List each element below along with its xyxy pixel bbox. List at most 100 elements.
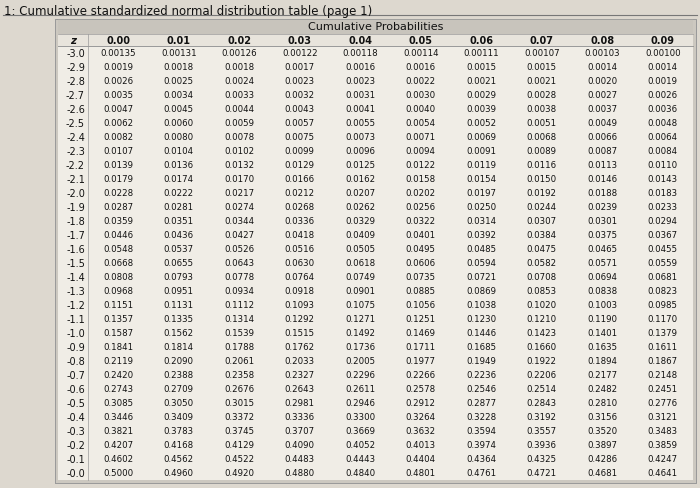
Text: 0.0375: 0.0375: [587, 231, 617, 240]
Text: 0.0015: 0.0015: [466, 63, 496, 72]
Text: 0.0594: 0.0594: [466, 259, 496, 268]
Text: 0.0808: 0.0808: [103, 273, 133, 282]
Text: 0.01: 0.01: [167, 36, 190, 46]
Text: 0.1151: 0.1151: [103, 301, 133, 310]
Text: 0.0367: 0.0367: [648, 231, 678, 240]
Text: 0.00126: 0.00126: [221, 49, 257, 59]
Text: 0.1003: 0.1003: [587, 301, 617, 310]
Text: 0.0037: 0.0037: [587, 105, 617, 114]
Text: 0.0073: 0.0073: [345, 133, 375, 142]
Text: 0.0091: 0.0091: [466, 147, 496, 156]
Text: 0.3594: 0.3594: [466, 427, 496, 436]
Text: 0.0329: 0.0329: [345, 217, 375, 226]
Text: 0.0721: 0.0721: [466, 273, 496, 282]
Text: 0.0017: 0.0017: [285, 63, 315, 72]
Text: 0.0537: 0.0537: [164, 245, 194, 254]
Text: 0.0228: 0.0228: [103, 189, 133, 198]
Text: 0.2546: 0.2546: [466, 385, 496, 394]
Text: 0.0055: 0.0055: [345, 119, 375, 128]
Text: 0.05: 0.05: [409, 36, 433, 46]
Text: 0.0197: 0.0197: [466, 189, 496, 198]
Text: 0.0038: 0.0038: [526, 105, 556, 114]
Text: 0.06: 0.06: [469, 36, 493, 46]
Text: 0.1423: 0.1423: [526, 329, 556, 338]
Text: 0.3669: 0.3669: [345, 427, 375, 436]
Text: 0.0418: 0.0418: [285, 231, 315, 240]
Text: 0.4880: 0.4880: [285, 468, 315, 478]
Text: 0.2877: 0.2877: [466, 399, 496, 407]
Text: 0.0344: 0.0344: [224, 217, 254, 226]
Text: 0.0359: 0.0359: [104, 217, 133, 226]
Text: 0.0019: 0.0019: [648, 77, 678, 86]
Text: 0.2119: 0.2119: [104, 357, 133, 366]
Bar: [58, 20, 693, 35]
Text: 0.0158: 0.0158: [406, 175, 436, 184]
Text: 0.2358: 0.2358: [224, 371, 254, 380]
Text: 0.2611: 0.2611: [345, 385, 375, 394]
Text: 0.4325: 0.4325: [526, 454, 556, 464]
Text: 0.1292: 0.1292: [285, 315, 315, 324]
Text: -2.7: -2.7: [66, 91, 85, 101]
Text: 0.0233: 0.0233: [648, 203, 678, 212]
Text: 0.2420: 0.2420: [103, 371, 133, 380]
Text: 0.0034: 0.0034: [164, 91, 194, 101]
Text: 0.0188: 0.0188: [587, 189, 617, 198]
Text: 0.3050: 0.3050: [164, 399, 194, 407]
Text: 0.2090: 0.2090: [164, 357, 194, 366]
Text: 0.4641: 0.4641: [648, 468, 678, 478]
Text: 0.2946: 0.2946: [345, 399, 375, 407]
Text: 0.0060: 0.0060: [164, 119, 194, 128]
Text: -0.8: -0.8: [66, 356, 85, 366]
Text: 0.0150: 0.0150: [526, 175, 556, 184]
Bar: [58, 47, 693, 480]
Text: 0.0029: 0.0029: [466, 91, 496, 101]
Text: 0.00107: 0.00107: [524, 49, 559, 59]
Text: 0.3632: 0.3632: [406, 427, 436, 436]
Text: -1.4: -1.4: [66, 272, 85, 283]
Text: 0.0049: 0.0049: [587, 119, 617, 128]
Text: 0.0031: 0.0031: [345, 91, 375, 101]
Text: 0.0307: 0.0307: [526, 217, 556, 226]
Text: 0.3300: 0.3300: [345, 413, 375, 422]
Text: z: z: [70, 36, 76, 46]
Text: -1.0: -1.0: [66, 328, 85, 338]
Text: 0.1379: 0.1379: [648, 329, 678, 338]
Text: 0.3783: 0.3783: [164, 427, 194, 436]
Text: 0.2388: 0.2388: [164, 371, 194, 380]
Text: 0.0016: 0.0016: [406, 63, 436, 72]
Text: 0.1230: 0.1230: [466, 315, 496, 324]
Text: -0.7: -0.7: [66, 370, 85, 380]
Text: -1.3: -1.3: [66, 286, 85, 296]
Text: -0.1: -0.1: [66, 454, 85, 464]
Text: 0.1210: 0.1210: [526, 315, 556, 324]
Text: 0.0314: 0.0314: [466, 217, 496, 226]
Text: 0.4483: 0.4483: [285, 454, 315, 464]
Text: 0.0823: 0.0823: [648, 287, 678, 296]
Text: 0.2148: 0.2148: [648, 371, 678, 380]
Text: 0.0778: 0.0778: [224, 273, 254, 282]
Text: 0.0392: 0.0392: [466, 231, 496, 240]
Text: 0.2206: 0.2206: [526, 371, 556, 380]
Text: 0.3745: 0.3745: [224, 427, 254, 436]
Text: 0.4761: 0.4761: [466, 468, 496, 478]
Text: 0.0096: 0.0096: [345, 147, 375, 156]
Text: 0.0708: 0.0708: [526, 273, 556, 282]
Text: 0.0068: 0.0068: [526, 133, 556, 142]
Text: 0.00135: 0.00135: [100, 49, 136, 59]
Text: 0.1446: 0.1446: [466, 329, 496, 338]
Text: 0.1492: 0.1492: [345, 329, 375, 338]
Text: 0.0122: 0.0122: [406, 161, 436, 170]
Text: 0.0475: 0.0475: [526, 245, 556, 254]
Text: 0.4168: 0.4168: [164, 441, 194, 449]
Text: -0.0: -0.0: [66, 468, 85, 478]
Text: 0.1075: 0.1075: [345, 301, 375, 310]
Text: 0.0630: 0.0630: [285, 259, 315, 268]
Text: 0.0110: 0.0110: [648, 161, 678, 170]
Text: 0.4247: 0.4247: [648, 454, 678, 464]
Text: 0.1056: 0.1056: [406, 301, 436, 310]
Text: 0.2810: 0.2810: [587, 399, 617, 407]
Text: 0.0869: 0.0869: [466, 287, 496, 296]
Text: 0.04: 0.04: [349, 36, 372, 46]
Text: 0.0020: 0.0020: [587, 77, 617, 86]
Text: 0.0062: 0.0062: [103, 119, 133, 128]
